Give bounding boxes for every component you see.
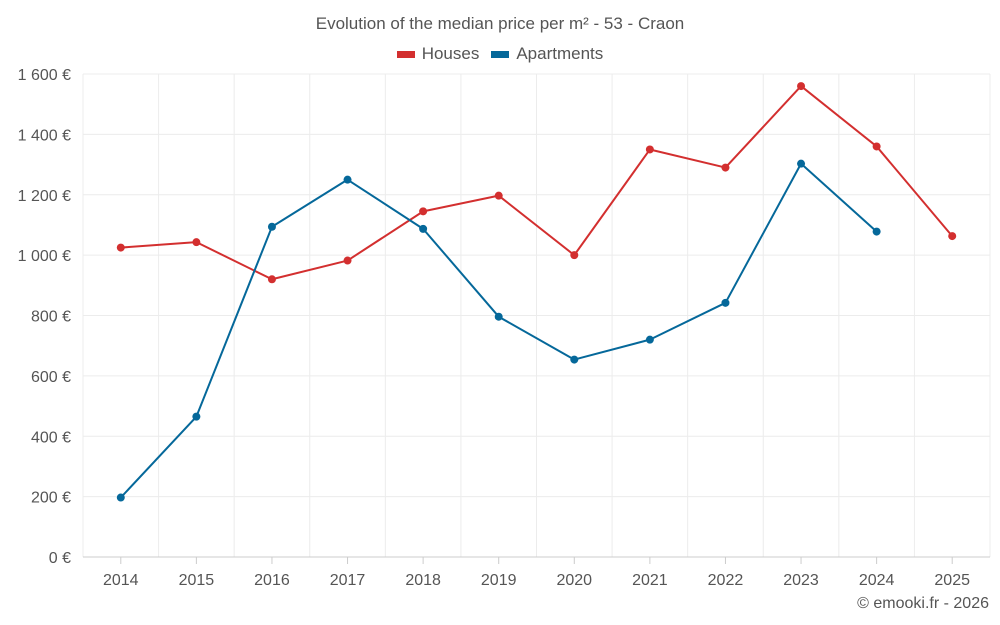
x-tick-label: 2019 bbox=[481, 572, 517, 589]
data-point-apartments[interactable] bbox=[343, 175, 352, 184]
data-point-apartments[interactable] bbox=[419, 224, 428, 233]
legend-label-houses: Houses bbox=[421, 44, 480, 63]
data-point-apartments[interactable] bbox=[570, 355, 579, 364]
data-point-houses[interactable] bbox=[116, 243, 125, 252]
legend-label-apartments: Apartments bbox=[516, 44, 604, 63]
x-tick-label: 2025 bbox=[934, 572, 970, 589]
data-point-apartments[interactable] bbox=[797, 159, 806, 168]
x-tick-label: 2014 bbox=[103, 572, 139, 589]
y-tick-label: 1 000 € bbox=[18, 248, 71, 265]
y-tick-label: 1 600 € bbox=[18, 67, 71, 84]
data-point-apartments[interactable] bbox=[721, 298, 730, 307]
x-tick-label: 2016 bbox=[254, 572, 290, 589]
y-tick-label: 600 € bbox=[31, 369, 71, 386]
data-point-houses[interactable] bbox=[948, 232, 957, 241]
y-tick-label: 1 200 € bbox=[18, 188, 71, 205]
data-point-houses[interactable] bbox=[192, 238, 201, 247]
x-tick-label: 2024 bbox=[859, 572, 895, 589]
data-point-houses[interactable] bbox=[721, 163, 730, 172]
series-line-houses bbox=[120, 85, 953, 281]
data-point-apartments[interactable] bbox=[116, 493, 125, 502]
data-point-apartments[interactable] bbox=[494, 312, 503, 321]
y-tick-label: 0 € bbox=[49, 550, 71, 567]
credit-text: © emooki.fr - 2026 bbox=[857, 595, 989, 612]
x-tick-label: 2020 bbox=[556, 572, 592, 589]
data-point-houses[interactable] bbox=[494, 191, 503, 200]
x-tick-label: 2022 bbox=[708, 572, 744, 589]
data-point-houses[interactable] bbox=[645, 145, 654, 154]
x-tick-label: 2015 bbox=[179, 572, 215, 589]
data-point-apartments[interactable] bbox=[645, 335, 654, 344]
x-tick-label: 2021 bbox=[632, 572, 668, 589]
x-tick-label: 2023 bbox=[783, 572, 819, 589]
x-tick-label: 2017 bbox=[330, 572, 366, 589]
y-tick-label: 1 400 € bbox=[18, 127, 71, 144]
data-point-apartments[interactable] bbox=[192, 412, 201, 421]
y-tick-label: 200 € bbox=[31, 490, 71, 507]
data-point-apartments[interactable] bbox=[267, 222, 276, 231]
chart-title: Evolution of the median price per m² - 5… bbox=[315, 14, 685, 33]
data-point-houses[interactable] bbox=[797, 82, 806, 91]
y-tick-label: 400 € bbox=[31, 429, 71, 446]
legend-swatch-apartments bbox=[491, 50, 510, 58]
data-point-houses[interactable] bbox=[419, 207, 428, 216]
x-tick-label: 2018 bbox=[405, 572, 441, 589]
data-point-houses[interactable] bbox=[872, 142, 881, 151]
legend-swatch-houses bbox=[396, 50, 415, 58]
data-point-apartments[interactable] bbox=[872, 227, 881, 236]
legend-item-houses[interactable]: Houses bbox=[396, 44, 480, 64]
data-point-houses[interactable] bbox=[343, 256, 352, 265]
y-tick-label: 800 € bbox=[31, 309, 71, 326]
data-point-houses[interactable] bbox=[570, 251, 579, 260]
legend: Houses Apartments bbox=[0, 44, 1000, 64]
data-point-houses[interactable] bbox=[267, 275, 276, 284]
legend-item-apartments[interactable]: Apartments bbox=[491, 44, 603, 64]
